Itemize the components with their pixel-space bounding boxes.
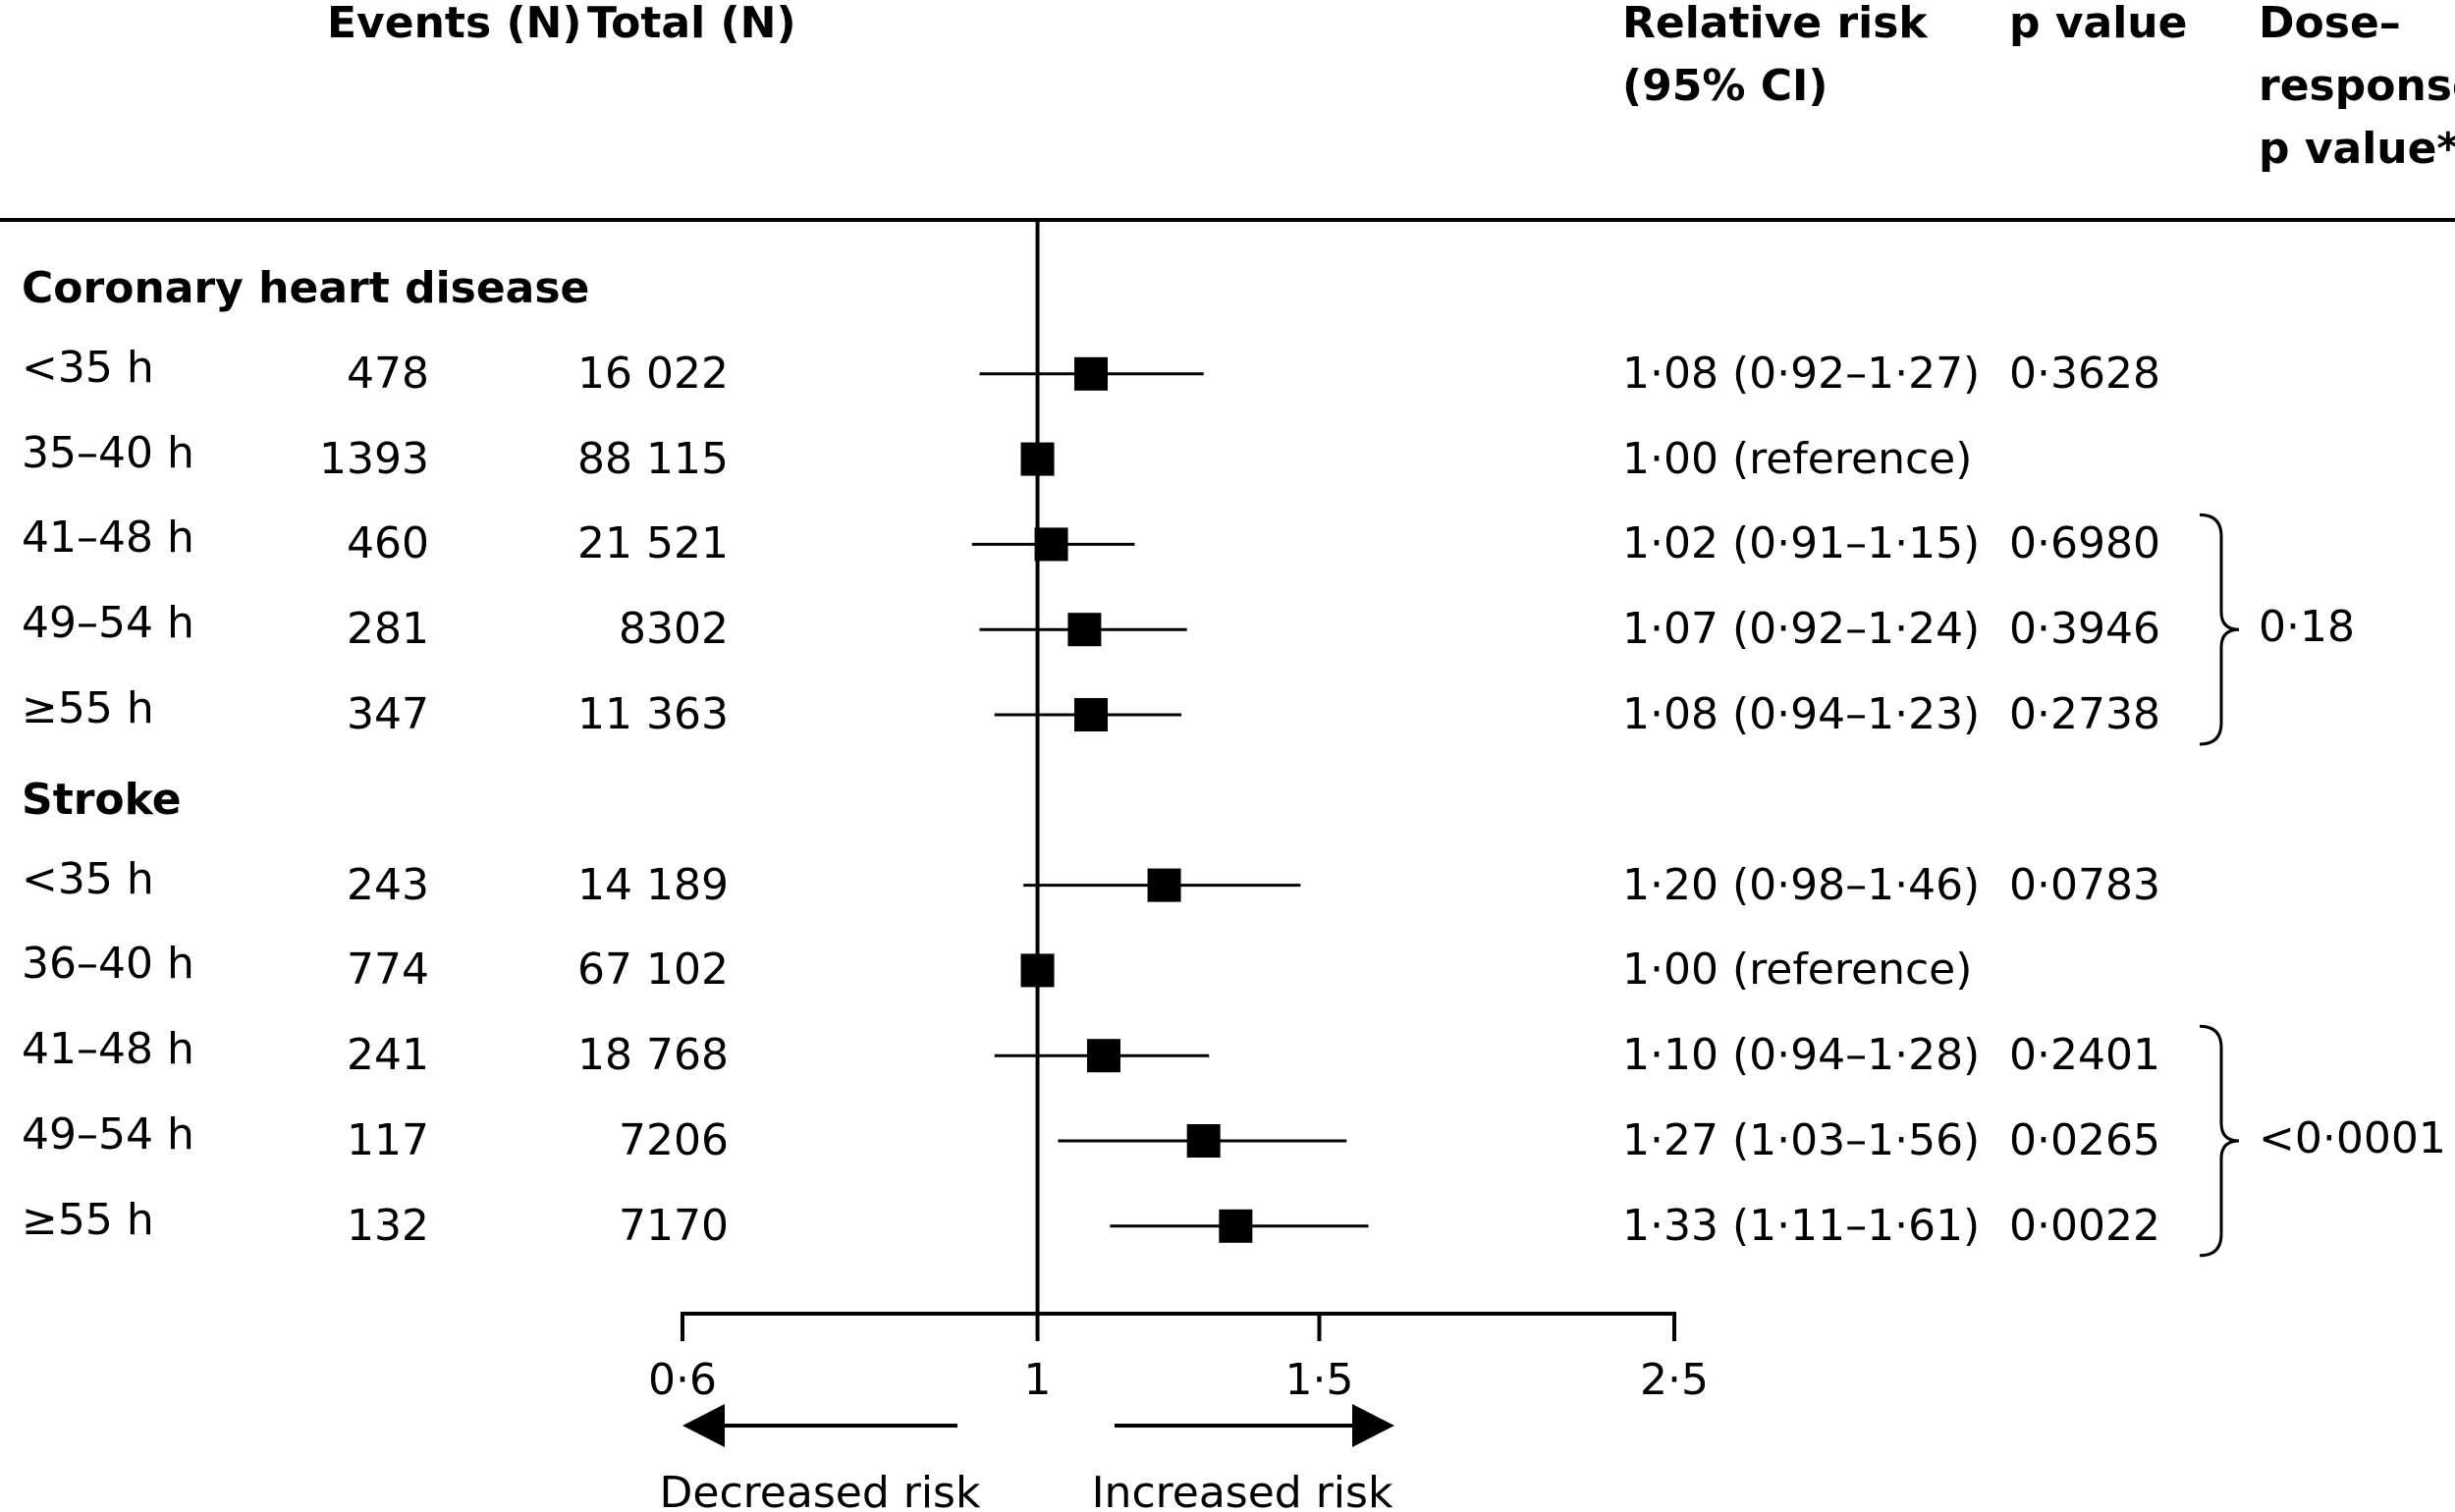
x-tick-label: 2·5 xyxy=(1640,1355,1709,1405)
total-value: 21 521 xyxy=(577,518,729,569)
p-value: 0·0783 xyxy=(2009,859,2160,910)
p-value: 0·2738 xyxy=(2009,689,2160,739)
decreased-arrow-head xyxy=(682,1404,725,1447)
section-title: Coronary heart disease xyxy=(22,263,590,313)
point-estimate-square xyxy=(1073,698,1108,731)
x-tick-label: 0·6 xyxy=(648,1355,717,1405)
header-events: Events (N) xyxy=(327,0,582,48)
events-value: 478 xyxy=(347,348,429,399)
section-title: Stroke xyxy=(22,774,182,825)
total-value: 7170 xyxy=(619,1200,729,1251)
events-value: 1393 xyxy=(319,433,429,484)
relative-risk-text: 1·00 (reference) xyxy=(1622,433,1973,484)
relative-risk-text: 1·08 (0·92–1·27) xyxy=(1622,348,1981,399)
relative-risk-text: 1·08 (0·94–1·23) xyxy=(1622,689,1981,739)
p-value: 0·6980 xyxy=(2009,518,2160,569)
events-value: 460 xyxy=(347,518,429,569)
row-label: 41–48 h xyxy=(22,513,194,564)
dose-response-brace xyxy=(2199,1024,2240,1258)
header-dose-response: Dose– response p value* xyxy=(2259,0,2455,181)
p-value: 0·2401 xyxy=(2009,1030,2160,1081)
p-value: 0·0022 xyxy=(2009,1200,2160,1251)
row-label: 35–40 h xyxy=(22,427,194,478)
events-value: 132 xyxy=(347,1200,429,1251)
total-value: 88 115 xyxy=(577,433,729,484)
events-value: 243 xyxy=(347,859,429,910)
events-value: 774 xyxy=(347,945,429,996)
point-estimate-square xyxy=(1073,356,1108,391)
events-value: 117 xyxy=(347,1115,429,1165)
relative-risk-text: 1·20 (0·98–1·46) xyxy=(1622,859,1981,910)
total-value: 11 363 xyxy=(577,689,729,739)
row-label: 49–54 h xyxy=(22,598,194,649)
header-total: Total (N) xyxy=(587,0,796,48)
point-estimate-square xyxy=(1067,613,1102,647)
header-p-value: p value xyxy=(2009,0,2188,48)
total-value: 67 102 xyxy=(577,945,729,996)
total-value: 7206 xyxy=(619,1115,729,1165)
p-value: 0·0265 xyxy=(2009,1115,2160,1165)
increased-arrow-head xyxy=(1352,1404,1394,1447)
dose-response-brace xyxy=(2199,513,2240,746)
total-value: 14 189 xyxy=(577,859,729,910)
header-dose-line2: response xyxy=(2259,61,2455,111)
point-estimate-square xyxy=(1147,868,1181,902)
total-value: 16 022 xyxy=(577,348,729,399)
decreased-risk-label: Decreased risk xyxy=(660,1468,981,1512)
row-label: ≥55 h xyxy=(22,683,154,733)
x-tick-label: 1·5 xyxy=(1284,1355,1353,1405)
row-label: <35 h xyxy=(22,342,154,393)
x-tick-label: 1 xyxy=(1024,1355,1052,1405)
total-value: 8302 xyxy=(619,604,729,655)
point-estimate-square xyxy=(1086,1039,1120,1073)
header-relative-risk-line2: (95% CI) xyxy=(1622,61,1828,111)
events-value: 281 xyxy=(347,604,429,655)
relative-risk-text: 1·02 (0·91–1·15) xyxy=(1622,518,1981,569)
row-label: 41–48 h xyxy=(22,1024,194,1075)
events-value: 241 xyxy=(347,1030,429,1081)
header-dose-line3: p value* xyxy=(2259,124,2455,174)
increased-risk-label: Increased risk xyxy=(1092,1468,1393,1512)
relative-risk-text: 1·07 (0·92–1·24) xyxy=(1622,604,1981,655)
relative-risk-text: 1·27 (1·03–1·56) xyxy=(1622,1115,1981,1165)
relative-risk-text: 1·33 (1·11–1·61) xyxy=(1622,1200,1981,1251)
row-label: ≥55 h xyxy=(22,1194,154,1245)
point-estimate-square xyxy=(1034,527,1068,562)
total-value: 18 768 xyxy=(577,1030,729,1081)
dose-response-p-value: 0·18 xyxy=(2259,602,2355,653)
events-value: 347 xyxy=(347,689,429,739)
relative-risk-text: 1·00 (reference) xyxy=(1622,945,1973,996)
point-estimate-square xyxy=(1186,1124,1221,1158)
p-value: 0·3946 xyxy=(2009,604,2160,655)
header-relative-risk: Relative risk (95% CI) xyxy=(1622,0,1928,118)
point-estimate-square xyxy=(1219,1209,1253,1243)
row-label: <35 h xyxy=(22,853,154,904)
header-dose-line1: Dose– xyxy=(2259,0,2401,48)
row-label: 36–40 h xyxy=(22,939,194,990)
row-label: 49–54 h xyxy=(22,1109,194,1160)
relative-risk-text: 1·10 (0·94–1·28) xyxy=(1622,1030,1981,1081)
dose-response-p-value: <0·0001 xyxy=(2259,1113,2446,1163)
header-relative-risk-line1: Relative risk xyxy=(1622,0,1928,48)
p-value: 0·3628 xyxy=(2009,348,2160,399)
